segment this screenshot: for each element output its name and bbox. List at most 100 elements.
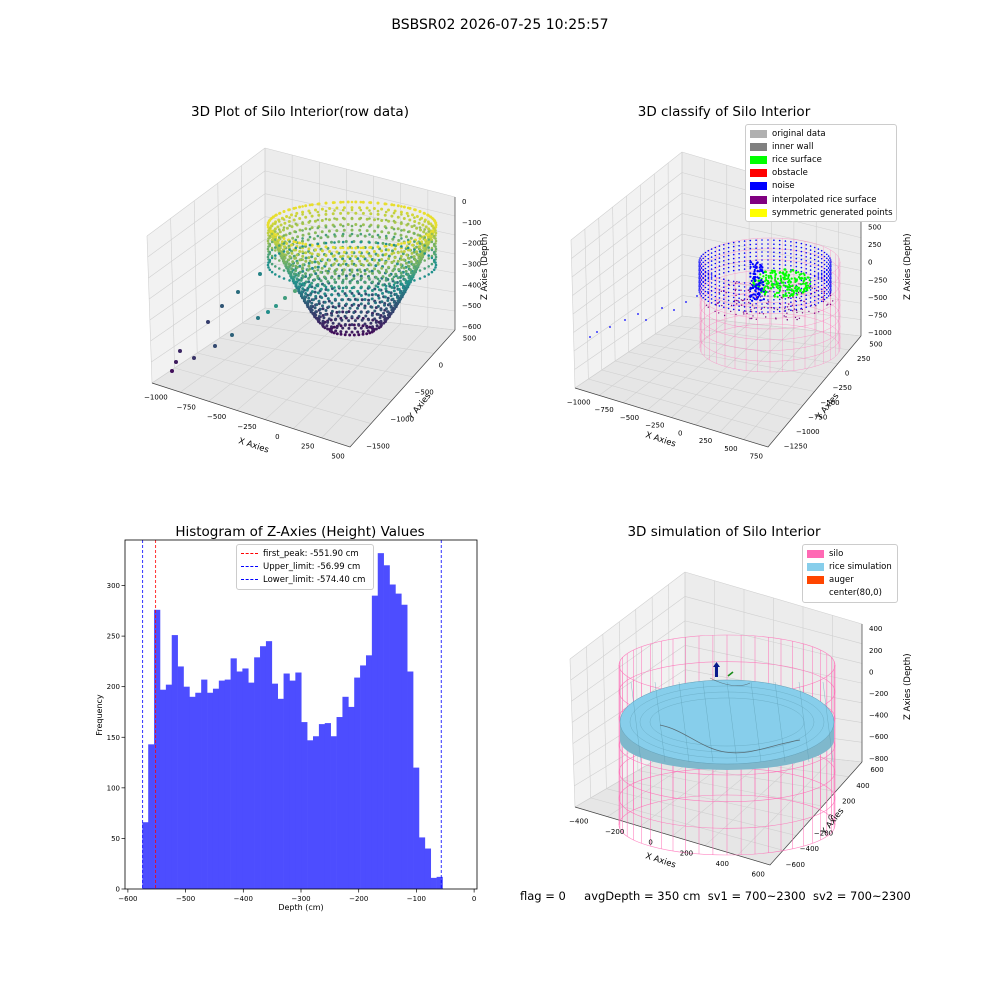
rice-surface-point <box>777 296 779 298</box>
data-point <box>351 247 354 250</box>
data-point <box>373 317 376 320</box>
data-point <box>335 326 338 329</box>
data-point <box>320 279 323 282</box>
data-point <box>351 209 354 212</box>
rice-surface-point <box>786 289 788 291</box>
interpolated-point <box>760 296 761 297</box>
data-point <box>298 242 301 245</box>
data-point <box>386 317 389 320</box>
noise-point <box>754 298 756 300</box>
z-tick-label: −250 <box>868 276 887 284</box>
x-tick-label: 200 <box>680 849 693 857</box>
noise-point <box>708 297 710 299</box>
data-point <box>399 297 402 300</box>
data-point <box>415 250 418 253</box>
data-point <box>352 311 355 314</box>
data-point <box>393 228 396 231</box>
noise-point <box>761 303 763 305</box>
rice-surface-point <box>771 277 773 279</box>
interpolated-point <box>786 313 787 314</box>
interpolated-point <box>821 291 822 292</box>
data-point <box>333 254 336 257</box>
noise-point <box>723 306 725 308</box>
plot2-legend: original data inner wall rice surface obsta… <box>745 124 897 222</box>
interpolated-point <box>741 299 742 300</box>
data-point <box>367 318 370 321</box>
noise-point <box>701 263 703 265</box>
rice-surface <box>620 680 834 764</box>
noise-point <box>750 311 752 313</box>
data-point <box>374 301 377 304</box>
data-point <box>351 229 354 232</box>
data-point <box>274 214 277 217</box>
data-point <box>301 245 304 248</box>
rice-surface-point <box>799 290 801 292</box>
noise-point <box>805 298 807 300</box>
interpolated-point <box>748 302 749 303</box>
data-point <box>387 231 390 234</box>
noise-point <box>814 259 816 261</box>
data-point <box>387 314 390 317</box>
noise-point <box>755 311 757 313</box>
data-point <box>288 240 291 243</box>
x-tick-label: −500 <box>176 895 195 903</box>
noise-point <box>715 267 717 269</box>
data-point <box>433 219 436 222</box>
noise-point <box>767 251 769 253</box>
data-point <box>314 220 317 223</box>
data-point <box>317 214 320 217</box>
rice-surface-point <box>783 278 785 280</box>
noise-point <box>828 287 830 289</box>
data-point <box>298 282 301 285</box>
noise-point <box>701 267 703 269</box>
data-point <box>336 332 339 335</box>
legend-swatch <box>750 130 767 138</box>
data-point <box>344 315 347 318</box>
data-point <box>274 246 277 249</box>
noise-point <box>779 295 781 297</box>
noise-point <box>723 268 725 270</box>
data-point <box>290 267 293 270</box>
noise-point <box>773 263 775 265</box>
data-point <box>317 211 320 214</box>
data-point <box>377 202 380 205</box>
data-point <box>413 240 416 243</box>
data-point <box>334 281 337 284</box>
data-point <box>354 201 357 204</box>
y-tick-label: 250 <box>857 355 870 363</box>
data-point <box>400 221 403 224</box>
data-point <box>324 313 327 316</box>
noise-point <box>702 274 704 276</box>
rice-surface-point <box>791 294 793 296</box>
histogram-bar <box>319 724 325 889</box>
interpolated-point <box>785 316 786 317</box>
legend-item: interpolated rice surface <box>750 193 892 206</box>
noise-point <box>790 261 792 263</box>
data-point <box>358 206 361 209</box>
data-point <box>309 252 312 255</box>
histogram-bar <box>184 687 190 889</box>
data-point <box>414 258 417 261</box>
data-point <box>342 217 345 220</box>
data-point <box>274 230 277 233</box>
data-point <box>296 235 299 238</box>
data-point <box>431 225 434 228</box>
noise-point <box>828 283 830 285</box>
data-point <box>400 258 403 261</box>
noise-point <box>824 287 826 289</box>
noise-point <box>723 264 725 266</box>
data-point <box>337 294 340 297</box>
data-point <box>278 252 281 255</box>
data-point <box>408 219 411 222</box>
noise-point <box>767 311 769 313</box>
noise-point <box>719 249 721 251</box>
data-point <box>339 255 342 258</box>
noise-point <box>723 248 725 250</box>
data-point <box>435 240 438 243</box>
noise-point <box>821 270 823 272</box>
data-point <box>383 315 386 318</box>
histogram-bar <box>236 672 242 889</box>
data-point <box>301 287 304 290</box>
z-tick-label: −800 <box>869 755 888 763</box>
noise-point <box>801 259 803 261</box>
